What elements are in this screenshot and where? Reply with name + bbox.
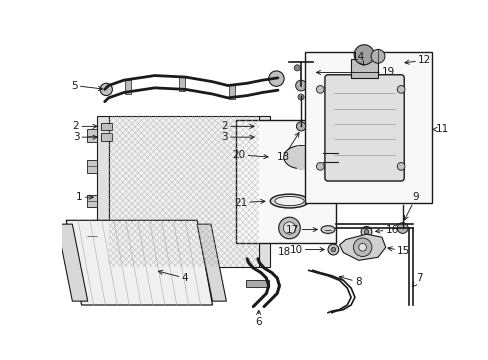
Text: 9: 9	[404, 192, 419, 220]
Polygon shape	[197, 224, 226, 301]
Circle shape	[283, 222, 295, 234]
Text: 19: 19	[316, 67, 394, 77]
Text: 18: 18	[277, 247, 290, 257]
Bar	[124, 80, 131, 94]
Bar	[258, 116, 270, 266]
Text: 15: 15	[387, 246, 410, 256]
Ellipse shape	[311, 149, 324, 166]
Ellipse shape	[274, 197, 304, 206]
Circle shape	[295, 80, 306, 91]
Circle shape	[296, 122, 305, 131]
Ellipse shape	[270, 194, 308, 208]
Bar	[235, 120, 335, 243]
Bar	[97, 116, 108, 266]
Ellipse shape	[283, 145, 318, 169]
Circle shape	[358, 243, 366, 251]
Circle shape	[353, 45, 373, 65]
Text: 12: 12	[404, 55, 430, 65]
Bar	[87, 160, 97, 172]
Bar	[87, 130, 97, 142]
Circle shape	[297, 94, 304, 100]
Bar	[87, 195, 97, 207]
Polygon shape	[66, 220, 212, 305]
Bar	[270, 230, 279, 242]
Bar	[270, 195, 279, 207]
Circle shape	[100, 83, 112, 95]
Circle shape	[327, 244, 338, 255]
Bar	[270, 156, 279, 169]
Text: 2: 2	[73, 121, 97, 131]
Circle shape	[360, 226, 371, 237]
Bar	[270, 126, 279, 138]
Bar	[108, 116, 258, 266]
Bar	[257, 133, 266, 141]
Circle shape	[364, 230, 368, 234]
Text: 17: 17	[285, 225, 317, 235]
Bar	[245, 280, 268, 287]
Circle shape	[396, 163, 404, 170]
Circle shape	[396, 86, 404, 93]
Circle shape	[353, 238, 371, 256]
Bar	[228, 85, 234, 99]
Bar	[305, 53, 431, 203]
Text: 16: 16	[375, 225, 398, 235]
Bar	[297, 145, 320, 169]
Circle shape	[316, 163, 324, 170]
Bar	[257, 122, 266, 130]
Text: 3: 3	[73, 132, 97, 142]
Ellipse shape	[321, 226, 334, 233]
Text: 2: 2	[221, 121, 254, 131]
Text: 7: 7	[412, 273, 422, 287]
Text: 11: 11	[432, 125, 448, 134]
FancyBboxPatch shape	[324, 75, 404, 181]
Text: 1: 1	[76, 192, 93, 202]
Circle shape	[278, 217, 300, 239]
Polygon shape	[339, 234, 385, 260]
Bar	[350, 59, 377, 78]
Circle shape	[293, 65, 300, 71]
Text: 4: 4	[158, 270, 188, 283]
Text: 14: 14	[351, 52, 365, 66]
Text: 5: 5	[71, 81, 102, 91]
Text: 21: 21	[233, 198, 264, 208]
Circle shape	[396, 222, 407, 233]
Bar	[178, 77, 184, 91]
Bar	[87, 230, 97, 242]
Text: 6: 6	[255, 310, 262, 327]
Text: 10: 10	[289, 244, 324, 255]
Text: 13: 13	[276, 132, 299, 162]
Bar	[101, 122, 111, 130]
Circle shape	[268, 71, 284, 86]
Circle shape	[370, 49, 384, 63]
Text: 3: 3	[221, 132, 254, 142]
Circle shape	[330, 247, 335, 252]
Bar	[101, 133, 111, 141]
Polygon shape	[57, 224, 87, 301]
Text: 20: 20	[232, 150, 267, 160]
Text: 8: 8	[339, 276, 361, 287]
Circle shape	[316, 86, 324, 93]
Bar	[322, 153, 337, 162]
